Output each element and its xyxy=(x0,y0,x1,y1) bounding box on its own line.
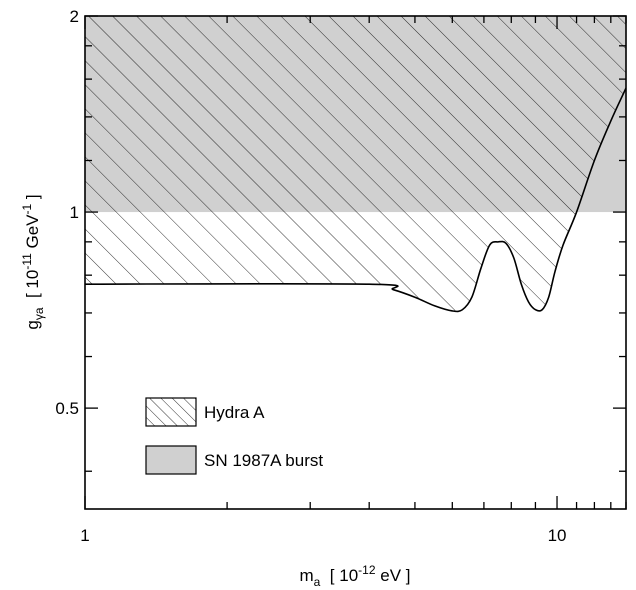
y-axis-label: gγa [ 10-11 GeV-1 ] xyxy=(20,194,46,329)
axis-ticks: 1 10 0.5 1 2 xyxy=(55,7,627,545)
hydra-a-region xyxy=(85,16,626,312)
y-tick-label: 1 xyxy=(70,203,79,222)
x-tick-label: 10 xyxy=(548,526,567,545)
y-tick-label: 0.5 xyxy=(55,399,79,418)
plot-frame xyxy=(84,15,627,510)
legend-item-sn1987a: SN 1987A burst xyxy=(145,445,323,475)
legend-label-sn1987a: SN 1987A burst xyxy=(204,451,323,470)
legend: Hydra A SN 1987A burst xyxy=(145,397,323,475)
x-axis-label: ma [ 10-12 eV ] xyxy=(300,563,411,589)
legend-label-hydra-a: Hydra A xyxy=(204,403,265,422)
legend-item-hydra-a: Hydra A xyxy=(145,397,265,427)
legend-swatch-hydra-a xyxy=(145,397,197,427)
x-tick-label: 1 xyxy=(80,526,89,545)
plot-area xyxy=(85,16,626,313)
y-tick-label: 2 xyxy=(70,7,79,26)
hydra-a-boundary-line xyxy=(85,87,626,313)
legend-swatch-sn1987a xyxy=(145,445,197,475)
